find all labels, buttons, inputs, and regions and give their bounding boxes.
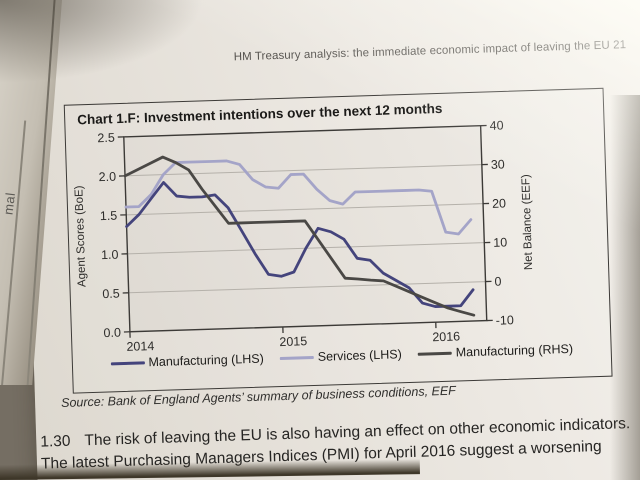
right-axis-tick-label: 0 <box>494 275 501 289</box>
x-axis-tick-label: 2016 <box>432 329 460 344</box>
right-axis-title: Net Balance (EEF) <box>520 174 535 270</box>
legend-swatch-manufacturing-rhs <box>417 351 452 356</box>
left-axis-tick-label: 1.0 <box>101 248 119 263</box>
right-axis-tick-label: 10 <box>493 235 507 249</box>
x-axis-tick-label: 2014 <box>126 339 154 354</box>
legend-item-services-lhs: Services (LHS) <box>279 347 402 365</box>
legend-label-manufacturing-rhs: Manufacturing (RHS) <box>455 341 574 360</box>
adjacent-page-rule-2 <box>0 120 26 385</box>
left-axis-tick-label: 0.5 <box>102 287 120 302</box>
x-axis-tick-label: 2015 <box>279 334 307 349</box>
adjacent-page-text: mal <box>0 191 19 216</box>
body-paragraph: 1.30 The risk of leaving the EU is also h… <box>40 412 640 475</box>
left-axis-tick-label: 2.0 <box>98 170 116 185</box>
right-axis-tick-label: 40 <box>489 118 503 132</box>
left-axis-tick-label: 0.0 <box>103 326 121 341</box>
right-axis-tick-label: 30 <box>491 157 505 171</box>
right-axis-tick-label: 20 <box>492 196 506 210</box>
right-axis-tick-label: -10 <box>496 313 515 328</box>
paragraph-number: 1.30 <box>40 432 71 451</box>
document-page: HM Treasury analysis: the immediate econ… <box>22 0 640 480</box>
legend-swatch-manufacturing-lhs <box>110 360 145 365</box>
page-header: HM Treasury analysis: the immediate econ… <box>233 39 627 64</box>
plot-content: 0.0 0.5 1.0 1.5 2.0 2.5 -10 0 10 20 30 40 2014 2015 20… <box>97 118 515 354</box>
legend-label-services-lhs: Services (LHS) <box>317 347 402 364</box>
legend-label-manufacturing-lhs: Manufacturing (LHS) <box>148 351 264 370</box>
left-axis-tick-label: 1.5 <box>100 209 118 224</box>
left-axis-title: Agent Scores (BoE) <box>73 185 88 287</box>
legend-swatch-services-lhs <box>279 355 314 360</box>
left-axis-tick-label: 2.5 <box>97 131 115 146</box>
chart-box: Chart 1.F: Investment intentions over th… <box>63 87 613 394</box>
chart-plot: Agent Scores (BoE) Net Balance (EEF) 0.0… <box>73 118 535 354</box>
